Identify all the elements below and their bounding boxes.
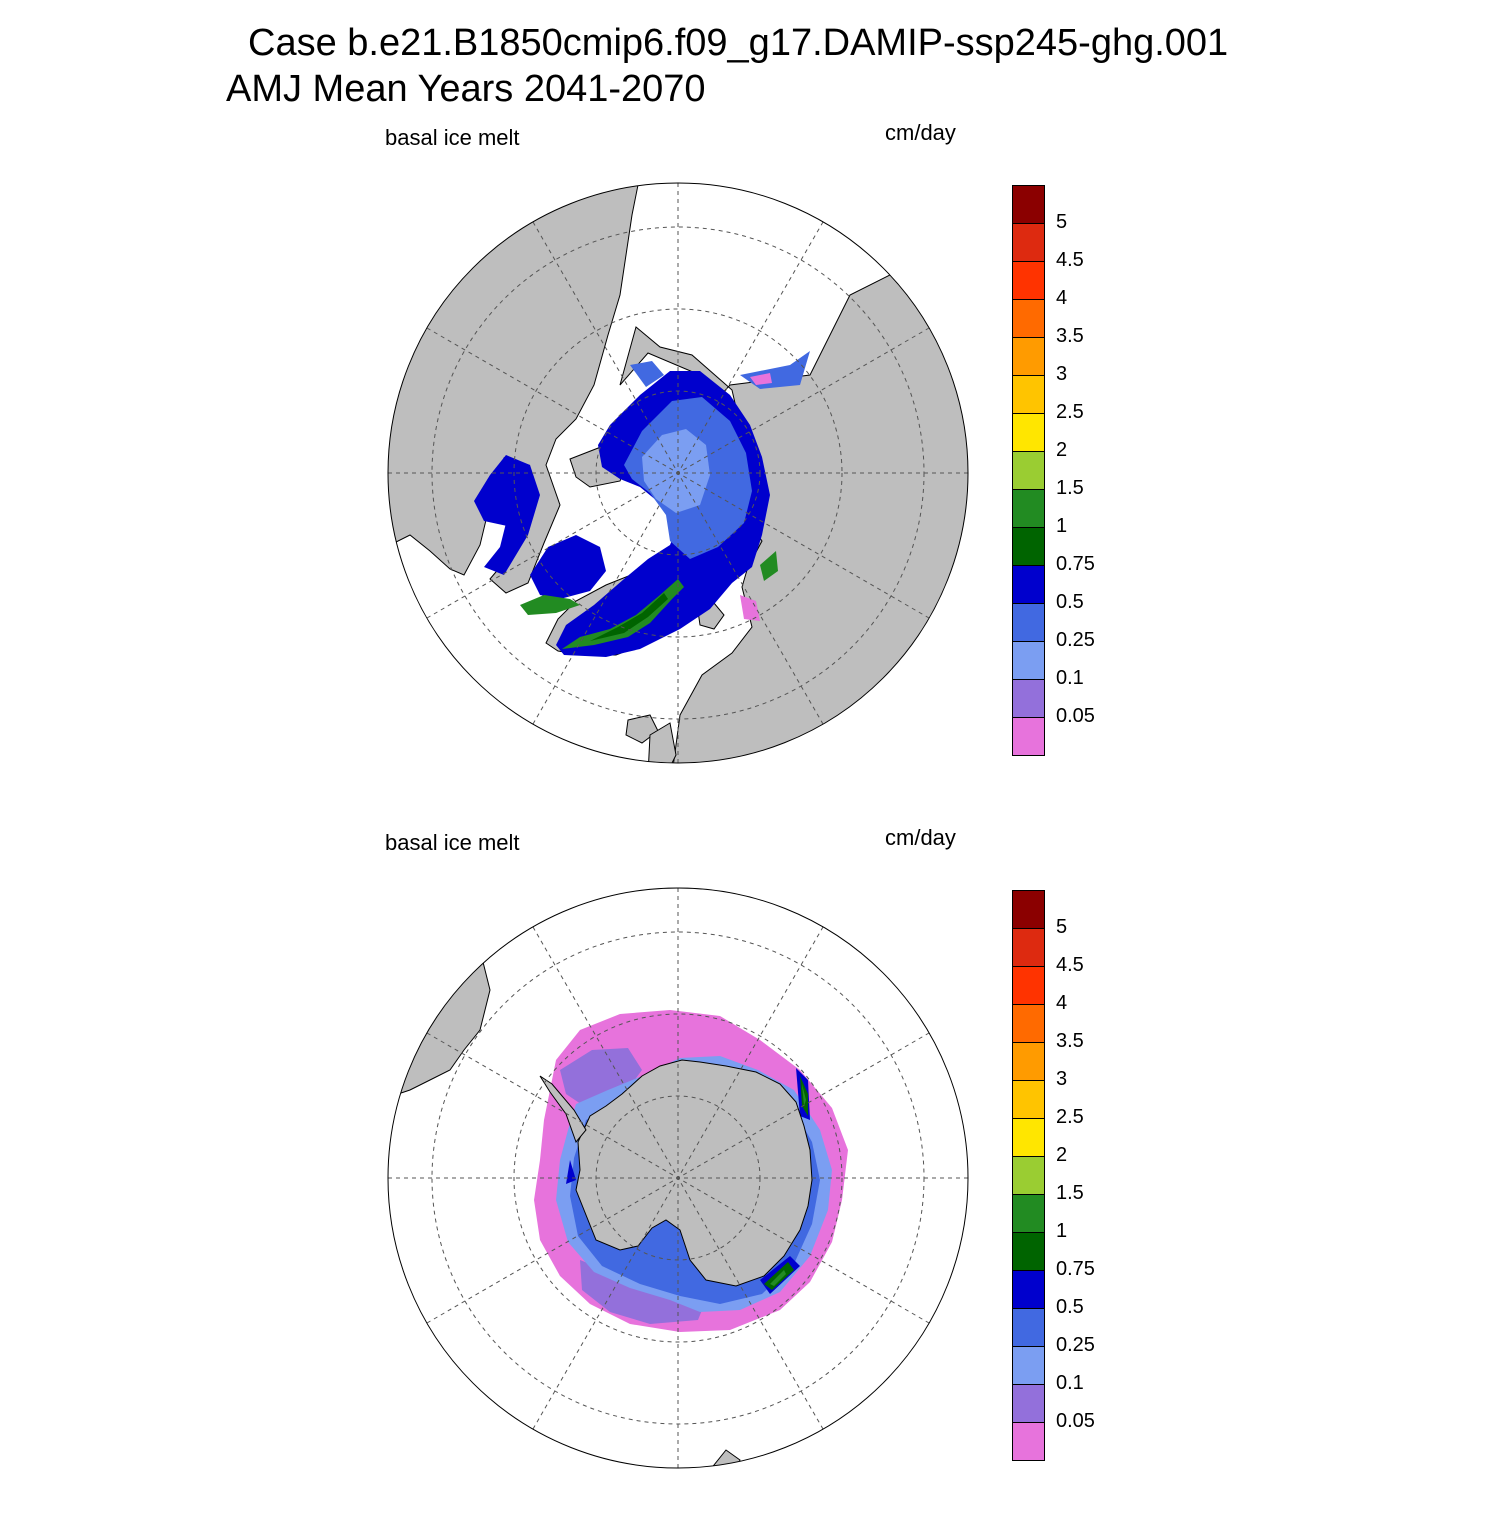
south-colorbar-label: 5	[1056, 916, 1068, 938]
south-polar-map	[387, 887, 969, 1469]
north-colorbar-label: 2.5	[1056, 401, 1084, 423]
greenland-east-coast-core	[590, 593, 668, 641]
bering-strait-ice	[630, 361, 664, 387]
north-colorbar-label: 1.5	[1056, 477, 1084, 499]
okhotsk-low-melt	[750, 373, 772, 385]
north-colorbar-label: 0.5	[1056, 591, 1084, 613]
north-colorbar-label: 2	[1056, 439, 1068, 461]
north-colorbar-label: 3.5	[1056, 325, 1084, 347]
labrador-greenland-ring	[530, 535, 606, 599]
south-colorbar-swatch-4	[1012, 1270, 1045, 1309]
south-colorbar-label: 1	[1056, 1220, 1068, 1242]
south-colorbar-swatch-10	[1012, 1042, 1045, 1081]
north-variable-label: basal ice melt	[385, 125, 520, 150]
south-variable-label: basal ice melt	[385, 830, 520, 855]
south-polar-panel: basal ice melt cm/day	[0, 820, 1500, 1540]
north-polar-map	[387, 182, 969, 764]
south-colorbar-label: 0.25	[1056, 1334, 1095, 1356]
north-meridian-150	[532, 221, 824, 725]
south-colorbar-swatch-5	[1012, 1232, 1045, 1271]
north-colorbar-swatch-14	[1012, 185, 1045, 224]
north-graticule	[388, 183, 968, 763]
south-colorbar-label: 3.5	[1056, 1030, 1084, 1052]
north-colorbar-label: 4.5	[1056, 249, 1084, 271]
eurasia-landmass	[619, 183, 968, 763]
south-colorbar-label: 0.5	[1056, 1296, 1084, 1318]
north-sea-ice-melt	[474, 351, 810, 657]
south-meridian-150	[532, 926, 824, 1430]
north-colorbar-swatch-3	[1012, 603, 1045, 642]
north-colorbar-swatch-5	[1012, 527, 1045, 566]
south-colorbar-swatch-3	[1012, 1308, 1045, 1347]
south-colorbar-label: 4.5	[1056, 954, 1084, 976]
north-colorbar-swatch-4	[1012, 565, 1045, 604]
south-colorbar-label: 4	[1056, 992, 1068, 1014]
south-colorbar-label: 2	[1056, 1144, 1068, 1166]
north-colorbar-label: 0.1	[1056, 667, 1084, 689]
north-units-label: cm/day	[885, 120, 956, 145]
north-colorbar-swatch-2	[1012, 641, 1045, 680]
south-colorbar-label: 0.05	[1056, 1410, 1095, 1432]
north-colorbar-swatch-9	[1012, 375, 1045, 414]
barents-low-melt	[740, 595, 760, 621]
south-colorbar-swatch-2	[1012, 1346, 1045, 1385]
north-colorbar-label: 0.75	[1056, 553, 1095, 575]
south-colorbar-swatch-1	[1012, 1384, 1045, 1423]
antarctica-landmass	[575, 1059, 813, 1287]
north-colorbar-swatch-1	[1012, 679, 1045, 718]
north-colorbar-swatch-7	[1012, 451, 1045, 490]
south-colorbar-label: 1.5	[1056, 1182, 1084, 1204]
north-colorbar-swatch-0	[1012, 717, 1045, 756]
north-colorbar-swatch-8	[1012, 413, 1045, 452]
north-colorbar-label: 3	[1056, 363, 1068, 385]
south-colorbar: 0.05 0.1 0.25 0.5 0.75 1 1.5 2 2.5 3 3.5 4 4.5 5	[1010, 890, 1130, 1470]
south-colorbar-swatch-14	[1012, 890, 1045, 929]
south-colorbar-swatch-7	[1012, 1156, 1045, 1195]
north-colorbar-label: 4	[1056, 287, 1068, 309]
south-map-border	[387, 887, 969, 1469]
south-colorbar-label: 0.75	[1056, 1258, 1095, 1280]
south-lat-circle-70	[513, 1013, 843, 1343]
figure-title-line-1: Case b.e21.B1850cmip6.f09_g17.DAMIP-ssp2…	[248, 22, 1229, 64]
north-colorbar-swatch-12	[1012, 261, 1045, 300]
south-units-label: cm/day	[885, 825, 956, 850]
south-colorbar-swatch-13	[1012, 928, 1045, 967]
south-colorbar-swatch-12	[1012, 966, 1045, 1005]
north-colorbar-swatch-13	[1012, 223, 1045, 262]
north-colorbar: 0.05 0.1 0.25 0.5 0.75 1 1.5 2 2.5 3 3.5 4 4.5 5	[1010, 185, 1130, 765]
arctic-center-0.1-0.25	[642, 429, 710, 513]
south-colorbar-swatch-8	[1012, 1118, 1045, 1157]
north-colorbar-label: 5	[1056, 211, 1068, 233]
south-colorbar-label: 3	[1056, 1068, 1068, 1090]
north-map-border	[387, 182, 969, 764]
south-colorbar-swatch-0	[1012, 1422, 1045, 1461]
north-colorbar-swatch-11	[1012, 299, 1045, 338]
south-colorbar-label: 2.5	[1056, 1106, 1084, 1128]
labrador-band	[520, 595, 580, 615]
north-colorbar-label: 0.05	[1056, 705, 1095, 727]
north-colorbar-label: 1	[1056, 515, 1068, 537]
south-colorbar-label: 0.1	[1056, 1372, 1084, 1394]
south-colorbar-swatch-11	[1012, 1004, 1045, 1043]
south-colorbar-swatch-6	[1012, 1194, 1045, 1233]
south-graticule	[388, 888, 968, 1468]
figure-title-line-2: AMJ Mean Years 2041-2070	[226, 68, 706, 110]
barents-band	[760, 551, 778, 581]
north-polar-panel: basal ice melt cm/day	[0, 115, 1500, 835]
north-colorbar-swatch-6	[1012, 489, 1045, 528]
south-colorbar-swatch-9	[1012, 1080, 1045, 1119]
north-lat-circle-70	[513, 308, 843, 638]
north-colorbar-swatch-10	[1012, 337, 1045, 376]
greenland-east-coast-band	[562, 579, 684, 649]
north-colorbar-label: 0.25	[1056, 629, 1095, 651]
